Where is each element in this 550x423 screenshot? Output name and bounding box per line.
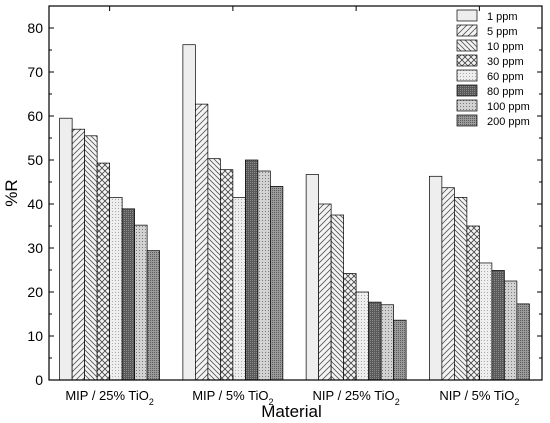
y-tick-label: 20 [27,284,43,300]
bar-30-ppm-cat-0 [96,162,110,381]
legend-label: 60 ppm [487,71,524,83]
bar-1-ppm-cat-0 [59,117,73,381]
bar-100-ppm-cat-0 [134,224,148,381]
y-tick-label: 40 [27,196,43,212]
legend-label: 1 ppm [487,11,518,23]
bar-10-ppm-cat-1 [207,158,221,381]
bar-5-ppm-cat-1 [195,103,209,381]
bar-60-ppm-cat-3 [479,262,493,381]
legend-swatch [456,84,478,97]
y-tick-label: 50 [27,152,43,168]
bar-30-ppm-cat-1 [220,169,234,381]
x-tick-label-sub: 2 [395,397,400,407]
bar-1-ppm-cat-2 [305,174,319,381]
y-tick-label: 0 [35,372,43,388]
y-axis-label: %R [2,179,21,206]
x-tick-label: MIP / 5% TiO2 [192,388,273,407]
x-tick-label: NIP / 5% TiO2 [439,388,519,407]
bar-100-ppm-cat-3 [504,280,518,381]
bar-5-ppm-cat-0 [71,128,85,381]
x-tick-label-main: NIP / 25% TiO [313,388,395,403]
legend-swatch [456,24,478,37]
y-tick-label: 70 [27,64,43,80]
x-tick-label-main: MIP / 5% TiO [192,388,268,403]
legend-swatch [456,69,478,82]
bar-5-ppm-cat-2 [318,203,332,381]
bar-100-ppm-cat-1 [257,170,271,381]
bar-80-ppm-cat-0 [121,208,135,381]
bar-100-ppm-cat-2 [380,304,394,381]
bar-10-ppm-cat-3 [454,197,468,381]
bar-30-ppm-cat-2 [343,273,357,381]
bar-80-ppm-cat-1 [245,159,259,381]
x-tick-label-sub: 2 [269,397,274,407]
bars [59,44,530,381]
bar-200-ppm-cat-0 [146,250,160,381]
bar-1-ppm-cat-1 [182,44,196,381]
bar-200-ppm-cat-3 [516,303,530,381]
legend-label: 10 ppm [487,41,524,53]
legend-label: 200 ppm [487,116,530,128]
bar-80-ppm-cat-2 [368,301,382,381]
legend-swatch [456,114,478,127]
x-axis: MIP / 25% TiO2 MIP / 5% TiO2 NIP / 25% TiO… [65,6,519,407]
legend-swatch [456,99,478,112]
plot-frame [48,5,543,381]
x-axis-label: Material [261,402,321,421]
legend-label: 30 ppm [487,56,524,68]
y-tick-label: 80 [27,20,43,36]
legend-swatch [456,39,478,52]
legend-label: 100 ppm [487,101,530,113]
x-tick-label-main: NIP / 5% TiO [439,388,514,403]
y-axis: 0 10 20 30 40 50 60 70 80 [27,20,542,388]
legend-swatch [456,9,478,22]
legend-label: 5 ppm [487,26,518,38]
x-tick-label: NIP / 25% TiO2 [313,388,400,407]
bar-10-ppm-cat-0 [84,135,98,381]
x-tick-label-main: MIP / 25% TiO [65,388,149,403]
legend-swatch [456,54,478,67]
bar-60-ppm-cat-0 [109,197,123,381]
bar-200-ppm-cat-1 [270,186,284,381]
bar-30-ppm-cat-3 [466,225,480,381]
bar-200-ppm-cat-2 [393,319,407,381]
y-tick-label: 10 [27,328,43,344]
x-tick-label: MIP / 25% TiO2 [65,388,154,407]
y-tick-label: 30 [27,240,43,256]
bar-10-ppm-cat-2 [330,214,344,381]
bar-60-ppm-cat-2 [355,291,369,381]
x-tick-label-sub: 2 [149,397,154,407]
x-tick-label-sub: 2 [514,397,519,407]
bar-60-ppm-cat-1 [232,197,246,381]
legend: 1 ppm 5 ppm 10 ppm 30 ppm 60 ppm 80 ppm 100 pp… [456,9,530,128]
bar-5-ppm-cat-3 [441,187,455,381]
bar-1-ppm-cat-3 [429,175,443,381]
y-tick-label: 60 [27,108,43,124]
legend-label: 80 ppm [487,86,524,98]
bar-80-ppm-cat-3 [491,270,505,381]
